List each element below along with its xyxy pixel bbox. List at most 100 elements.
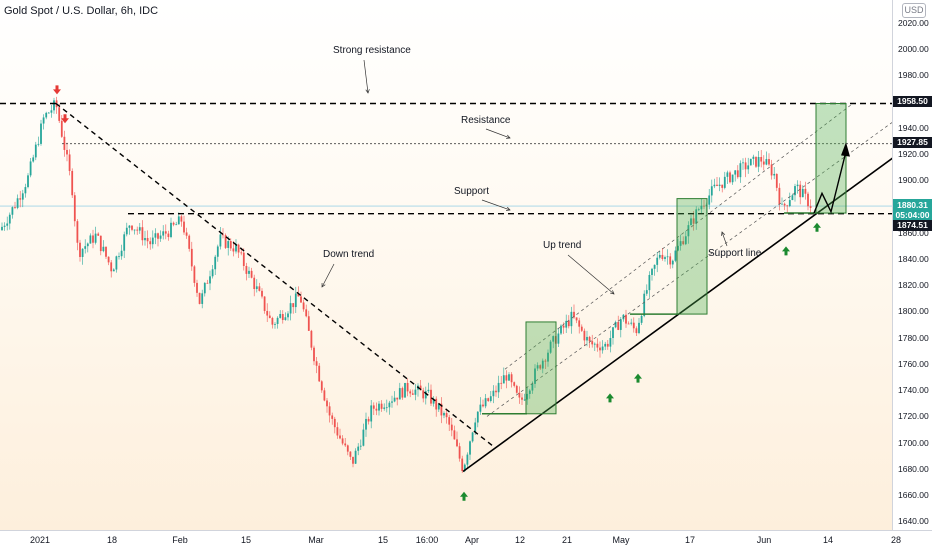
candle-body xyxy=(427,389,430,392)
candle xyxy=(450,418,453,437)
candle-body xyxy=(92,235,94,243)
candle-body xyxy=(474,422,477,433)
candle xyxy=(518,386,521,404)
candle xyxy=(318,362,321,382)
candle xyxy=(656,252,659,273)
annotation-pointer xyxy=(485,128,511,139)
candle xyxy=(73,192,76,227)
candle-body xyxy=(222,234,224,236)
candle xyxy=(658,250,661,260)
candle-body xyxy=(263,296,266,311)
candle-body xyxy=(305,309,308,317)
y-tick-label: 1640.00 xyxy=(898,516,929,527)
candle-body xyxy=(266,310,269,316)
candle xyxy=(315,357,318,374)
candle-body xyxy=(248,270,250,274)
candle-body xyxy=(406,382,409,392)
candle xyxy=(778,183,781,211)
candle xyxy=(487,397,490,402)
candle-body xyxy=(627,323,630,325)
candle-body xyxy=(193,266,196,283)
candle xyxy=(409,389,412,398)
candle-body xyxy=(242,252,245,266)
candle xyxy=(393,391,396,403)
chart-plot-area[interactable]: Strong resistance Resistance Support Down t… xyxy=(0,0,892,530)
candle-body xyxy=(391,401,393,403)
candle-body xyxy=(102,246,105,252)
candle xyxy=(112,268,115,272)
candle xyxy=(232,241,235,257)
candle xyxy=(443,411,445,419)
candle-body xyxy=(209,276,211,284)
currency-badge[interactable]: USD xyxy=(902,3,926,18)
candle-body xyxy=(653,264,656,269)
x-tick-label: Jun xyxy=(756,535,772,545)
candle xyxy=(19,190,22,208)
candle-body xyxy=(144,237,146,241)
channel-line-lower xyxy=(486,122,892,417)
candle-body xyxy=(807,193,809,207)
candle-body xyxy=(687,225,690,237)
candle-body xyxy=(170,222,172,238)
x-axis-line xyxy=(0,530,932,531)
candle xyxy=(123,231,126,259)
candle xyxy=(352,456,354,468)
candle-body xyxy=(105,246,107,257)
candle-body xyxy=(164,231,167,234)
candle xyxy=(45,111,48,120)
candle-body xyxy=(276,317,279,324)
x-tick-label: 12 xyxy=(514,535,526,545)
candle-body xyxy=(125,227,128,235)
support-trend-line xyxy=(462,157,892,473)
candle-body xyxy=(240,252,243,254)
candle xyxy=(687,221,690,244)
candle-body xyxy=(453,430,456,440)
candle-body xyxy=(378,403,380,411)
candle xyxy=(489,391,492,403)
candle-body xyxy=(190,248,193,267)
candle-body xyxy=(536,365,539,369)
candle-body xyxy=(336,427,339,436)
candle-body xyxy=(783,203,786,206)
candle xyxy=(362,423,365,447)
candle-body xyxy=(414,389,417,395)
candle-body xyxy=(729,172,731,183)
y-tick-label: 1760.00 xyxy=(898,358,929,369)
candle xyxy=(300,291,302,303)
candle xyxy=(105,246,107,259)
candle xyxy=(391,395,393,408)
candle-body xyxy=(214,256,217,270)
candle-body xyxy=(318,365,321,382)
candle-body xyxy=(570,311,573,327)
candle-body xyxy=(664,257,666,259)
candle-body xyxy=(531,383,534,391)
candle-body xyxy=(40,123,42,144)
candle-body xyxy=(430,389,432,404)
candle xyxy=(456,431,458,448)
candle xyxy=(432,396,435,407)
candle-body xyxy=(50,110,53,113)
candle xyxy=(401,386,404,400)
candle-body xyxy=(788,200,791,207)
candle-body xyxy=(245,265,248,274)
candle xyxy=(133,229,136,235)
candle xyxy=(492,385,495,404)
candle-body xyxy=(151,237,154,245)
candle-body xyxy=(339,435,341,439)
candle xyxy=(445,408,448,424)
candle-body xyxy=(508,374,510,381)
candle-body xyxy=(284,317,287,320)
candle-body xyxy=(700,205,703,210)
candle-body xyxy=(34,144,37,158)
candle-body xyxy=(515,385,518,393)
candle xyxy=(749,158,752,166)
candle xyxy=(349,451,352,460)
candle xyxy=(775,173,778,192)
candle-body xyxy=(500,382,503,384)
candle-body xyxy=(24,187,27,194)
candle-body xyxy=(271,318,274,325)
candle xyxy=(760,150,763,168)
candle-body xyxy=(666,256,669,258)
candle xyxy=(227,236,230,256)
candle xyxy=(11,206,14,219)
